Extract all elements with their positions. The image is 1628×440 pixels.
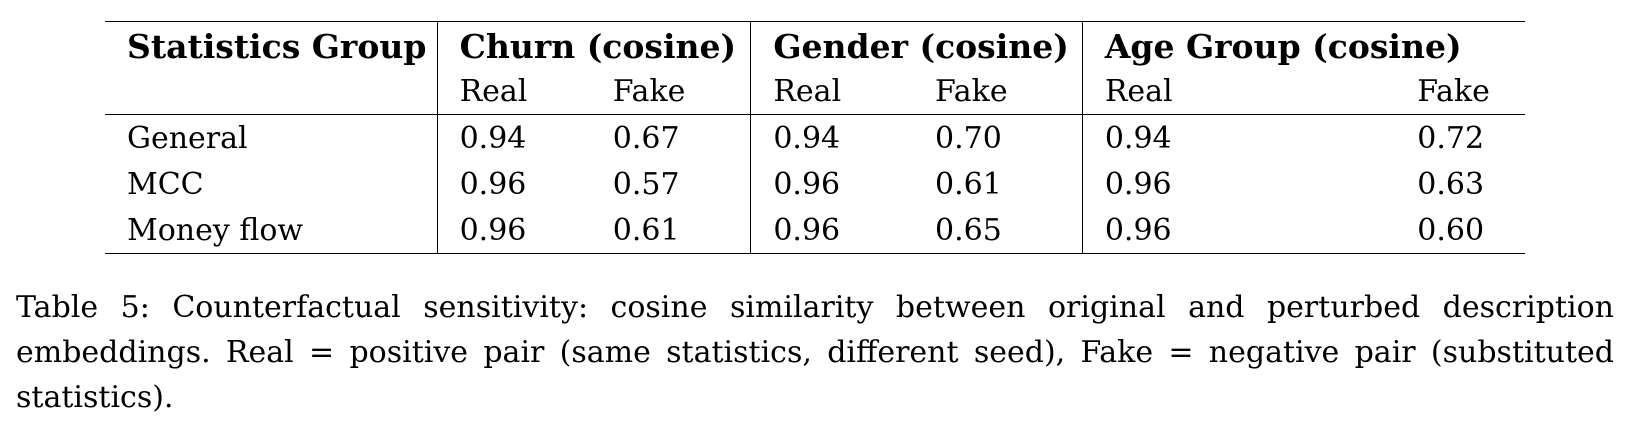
group-header-churn: Churn (cosine) [436,21,751,68]
table-cell: 0.65 [912,207,1083,254]
table-cell: 0.94 [750,114,913,161]
group-header-gender: Gender (cosine) [750,21,1083,68]
table-cell: 0.61 [590,207,751,254]
results-table-container: Statistics Group Churn (cosine) Gender (… [105,21,1525,254]
group-header-age-group: Age Group (cosine) [1081,21,1525,68]
table-cell: 0.96 [1081,207,1202,254]
table-caption: Table 5: Counterfactual sensitivity: cos… [16,290,1614,415]
subheader-churn-real: Real [436,68,591,115]
subheader-gender-real: Real [750,68,913,115]
subheader-age-real: Real [1081,68,1202,115]
stub-subheader-empty [105,68,438,115]
table-cell: 0.96 [436,161,591,207]
table-cell: 0.94 [1081,114,1202,161]
subheader-age-fake: Fake [1201,68,1525,115]
table-cell: 0.94 [436,114,591,161]
row-label: MCC [127,166,204,202]
table-cell: 0.96 [436,207,591,254]
table-cell: 0.96 [750,207,913,254]
table-row: Money flow 0.96 0.61 0.96 0.65 0.96 0.60 [105,207,1525,254]
table-cell: 0.70 [934,120,1002,156]
table-cell: 0.57 [612,166,680,202]
stub-header: Statistics Group [105,21,438,68]
table-cell: 0.96 [1081,161,1202,207]
table-group-header-row: Statistics Group Churn (cosine) Gender (… [105,21,1525,68]
table-cell: 0.60 [1201,207,1525,254]
table-cell: 0.61 [934,166,1002,202]
table-row: General 0.94 0.67 0.94 0.70 0.94 0.72 [105,114,1525,161]
table-cell: 0.96 [750,161,913,207]
table-cell: 0.67 [612,120,680,156]
table-cell: 0.72 [1417,120,1485,156]
row-label: General [127,120,248,156]
counterfactual-sensitivity-table: Statistics Group Churn (cosine) Gender (… [105,21,1525,254]
subheader-gender-fake: Fake [912,68,1083,115]
row-label: Money flow [105,207,438,254]
table-subheader-row: Real Fake Real Fake Real Fake [105,68,1525,115]
table-row: MCC 0.96 0.57 0.96 0.61 0.96 0.63 [105,161,1525,207]
subheader-churn-fake: Fake [590,68,751,115]
table-cell: 0.63 [1417,166,1485,202]
